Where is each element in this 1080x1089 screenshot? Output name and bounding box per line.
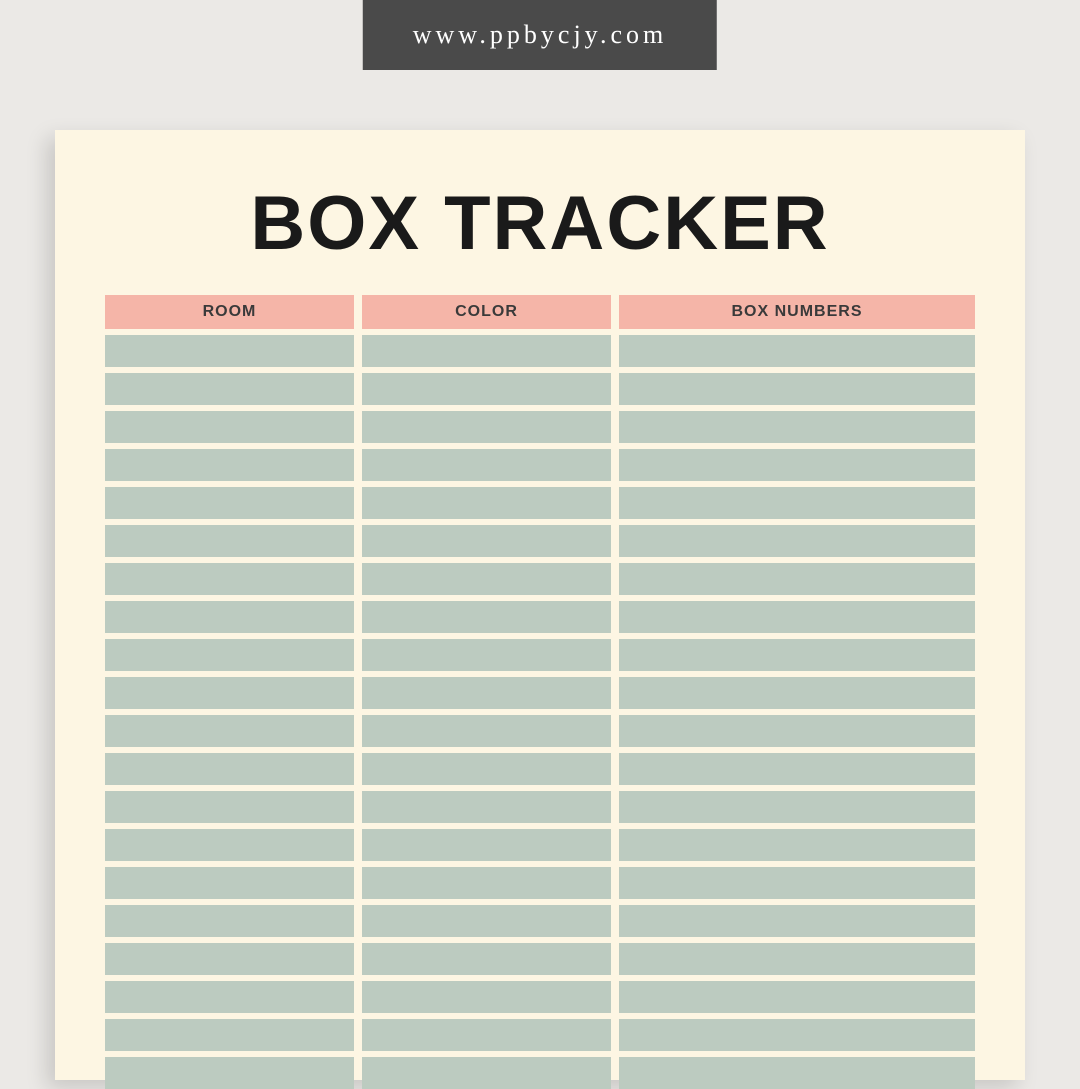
cell-color: [362, 373, 611, 405]
cell-box-numbers: [619, 601, 975, 633]
cell-color: [362, 677, 611, 709]
table-row: [105, 373, 975, 405]
cell-box-numbers: [619, 715, 975, 747]
cell-box-numbers: [619, 411, 975, 443]
cell-color: [362, 981, 611, 1013]
table-row: [105, 525, 975, 557]
page-title: BOX TRACKER: [105, 180, 975, 267]
cell-color: [362, 715, 611, 747]
tracker-page: BOX TRACKER ROOM COLOR BOX NUMBERS: [55, 130, 1025, 1080]
table-row: [105, 601, 975, 633]
cell-room: [105, 1057, 354, 1089]
cell-color: [362, 601, 611, 633]
cell-box-numbers: [619, 829, 975, 861]
table-row: [105, 791, 975, 823]
table-row: [105, 715, 975, 747]
cell-color: [362, 563, 611, 595]
cell-room: [105, 943, 354, 975]
cell-color: [362, 335, 611, 367]
cell-room: [105, 525, 354, 557]
cell-color: [362, 1019, 611, 1051]
cell-box-numbers: [619, 791, 975, 823]
cell-box-numbers: [619, 373, 975, 405]
cell-color: [362, 1057, 611, 1089]
header-color: COLOR: [362, 295, 611, 329]
cell-color: [362, 639, 611, 671]
cell-box-numbers: [619, 563, 975, 595]
cell-box-numbers: [619, 335, 975, 367]
cell-color: [362, 753, 611, 785]
table-row: [105, 867, 975, 899]
cell-room: [105, 677, 354, 709]
table-row: [105, 677, 975, 709]
cell-room: [105, 981, 354, 1013]
cell-room: [105, 449, 354, 481]
cell-room: [105, 601, 354, 633]
cell-color: [362, 487, 611, 519]
table-row: [105, 943, 975, 975]
url-text: www.ppbycjy.com: [413, 20, 667, 49]
table-row: [105, 487, 975, 519]
cell-color: [362, 867, 611, 899]
table-row: [105, 829, 975, 861]
header-box-numbers: BOX NUMBERS: [619, 295, 975, 329]
cell-box-numbers: [619, 1019, 975, 1051]
table-row: [105, 981, 975, 1013]
cell-color: [362, 905, 611, 937]
cell-room: [105, 867, 354, 899]
cell-box-numbers: [619, 639, 975, 671]
cell-room: [105, 335, 354, 367]
cell-color: [362, 829, 611, 861]
cell-color: [362, 411, 611, 443]
cell-box-numbers: [619, 905, 975, 937]
table-row: [105, 1019, 975, 1051]
cell-room: [105, 791, 354, 823]
url-banner: www.ppbycjy.com: [363, 0, 717, 70]
cell-room: [105, 829, 354, 861]
tracker-table: ROOM COLOR BOX NUMBERS: [105, 295, 975, 1089]
table-row: [105, 639, 975, 671]
table-body: [105, 335, 975, 1089]
table-row: [105, 335, 975, 367]
cell-room: [105, 905, 354, 937]
cell-box-numbers: [619, 1057, 975, 1089]
table-row: [105, 449, 975, 481]
table-row: [105, 905, 975, 937]
cell-room: [105, 411, 354, 443]
cell-room: [105, 753, 354, 785]
cell-room: [105, 487, 354, 519]
table-header: ROOM COLOR BOX NUMBERS: [105, 295, 975, 329]
table-row: [105, 411, 975, 443]
cell-color: [362, 525, 611, 557]
cell-color: [362, 791, 611, 823]
cell-room: [105, 1019, 354, 1051]
cell-box-numbers: [619, 487, 975, 519]
cell-box-numbers: [619, 753, 975, 785]
cell-box-numbers: [619, 525, 975, 557]
cell-box-numbers: [619, 943, 975, 975]
cell-box-numbers: [619, 867, 975, 899]
cell-color: [362, 449, 611, 481]
cell-room: [105, 639, 354, 671]
cell-box-numbers: [619, 449, 975, 481]
table-row: [105, 563, 975, 595]
cell-color: [362, 943, 611, 975]
cell-room: [105, 563, 354, 595]
cell-box-numbers: [619, 677, 975, 709]
table-row: [105, 753, 975, 785]
table-row: [105, 1057, 975, 1089]
cell-box-numbers: [619, 981, 975, 1013]
cell-room: [105, 715, 354, 747]
cell-room: [105, 373, 354, 405]
header-room: ROOM: [105, 295, 354, 329]
